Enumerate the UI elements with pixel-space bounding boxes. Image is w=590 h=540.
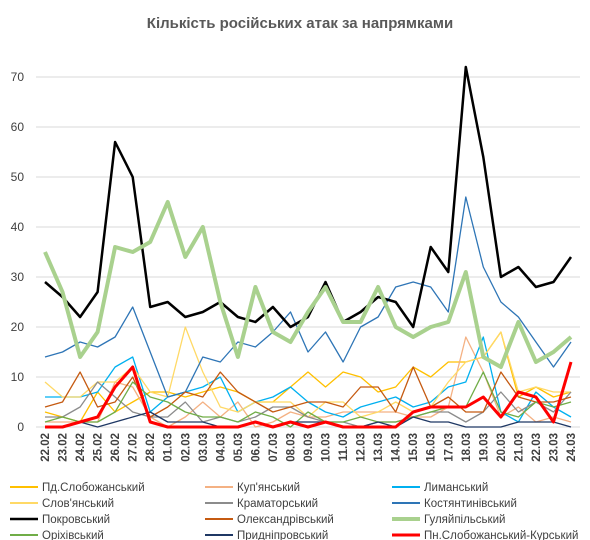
x-tick-label: 05.03 [233, 433, 245, 462]
x-tick-label: 20.03 [496, 433, 508, 462]
legend-label: Покровський [42, 514, 110, 526]
series-line [44, 366, 572, 418]
series-line [44, 371, 572, 428]
y-tick-label: 50 [11, 170, 25, 184]
legend-label: Оріхівський [42, 530, 104, 540]
series-line [43, 200, 573, 369]
y-tick-label: 60 [11, 120, 25, 134]
x-tick-label: 08.03 [285, 433, 297, 462]
y-tick-label: 20 [11, 320, 25, 334]
series-line [44, 196, 572, 398]
x-tick-label: 06.03 [250, 433, 262, 462]
x-tick-label: 12.03 [356, 433, 368, 462]
x-tick-label: 22.02 [40, 433, 52, 462]
y-tick-label: 0 [17, 420, 24, 434]
series-line [45, 411, 572, 428]
x-tick-label: 28.02 [145, 433, 157, 462]
x-tick-label: 04.03 [215, 433, 227, 462]
x-tick-label: 21.03 [513, 433, 525, 462]
x-tick-label: 13.03 [373, 433, 385, 462]
legend-label: Гуляйпільський [424, 514, 505, 526]
x-tick-label: 01.03 [163, 433, 175, 462]
x-tick-label: 07.03 [268, 433, 280, 462]
legend-label: Куп'янський [237, 482, 300, 494]
x-tick-label: 17.03 [443, 433, 455, 462]
x-tick-label: 02.03 [180, 433, 192, 462]
x-tick-label: 22.03 [531, 433, 543, 462]
series-line [44, 65, 573, 329]
x-tick-label: 27.02 [128, 433, 140, 462]
x-tick-label: 10.03 [321, 433, 333, 462]
x-tick-label: 18.03 [461, 433, 473, 462]
chart-title: Кількість російських атак за напрямками [147, 15, 453, 32]
legend-label: Олександрівський [237, 514, 334, 526]
legend-label: Пд.Слобожанський [42, 482, 145, 494]
y-tick-label: 30 [11, 270, 25, 284]
x-tick-label: 03.03 [198, 433, 210, 462]
x-tick-label: 11.03 [338, 433, 350, 461]
x-tick-label: 25.02 [93, 433, 105, 462]
legend-label: Слов'янський [42, 498, 114, 510]
series-line [45, 361, 573, 429]
y-tick-label: 70 [11, 70, 25, 84]
x-tick-label: 09.03 [303, 433, 315, 462]
x-tick-label: 24.02 [75, 433, 87, 462]
y-tick-label: 10 [11, 370, 25, 384]
legend-label: Краматорський [237, 498, 318, 510]
legend-label: Лиманський [424, 482, 488, 494]
x-tick-label: 24.03 [566, 433, 578, 462]
x-tick-label: 23.02 [58, 433, 70, 462]
legend-label: Пн.Слобожанський-Курський [424, 530, 578, 540]
legend-label: Костянтинівський [424, 498, 517, 510]
x-tick-label: 16.03 [426, 433, 438, 462]
y-tick-label: 40 [11, 220, 25, 234]
x-tick-label: 14.03 [391, 433, 403, 462]
x-tick-label: 26.02 [110, 433, 122, 462]
x-tick-label: 23.03 [548, 433, 560, 462]
legend-label: Придніпровський [237, 530, 328, 540]
x-tick-label: 19.03 [478, 433, 490, 462]
x-tick-label: 15.03 [408, 433, 420, 462]
